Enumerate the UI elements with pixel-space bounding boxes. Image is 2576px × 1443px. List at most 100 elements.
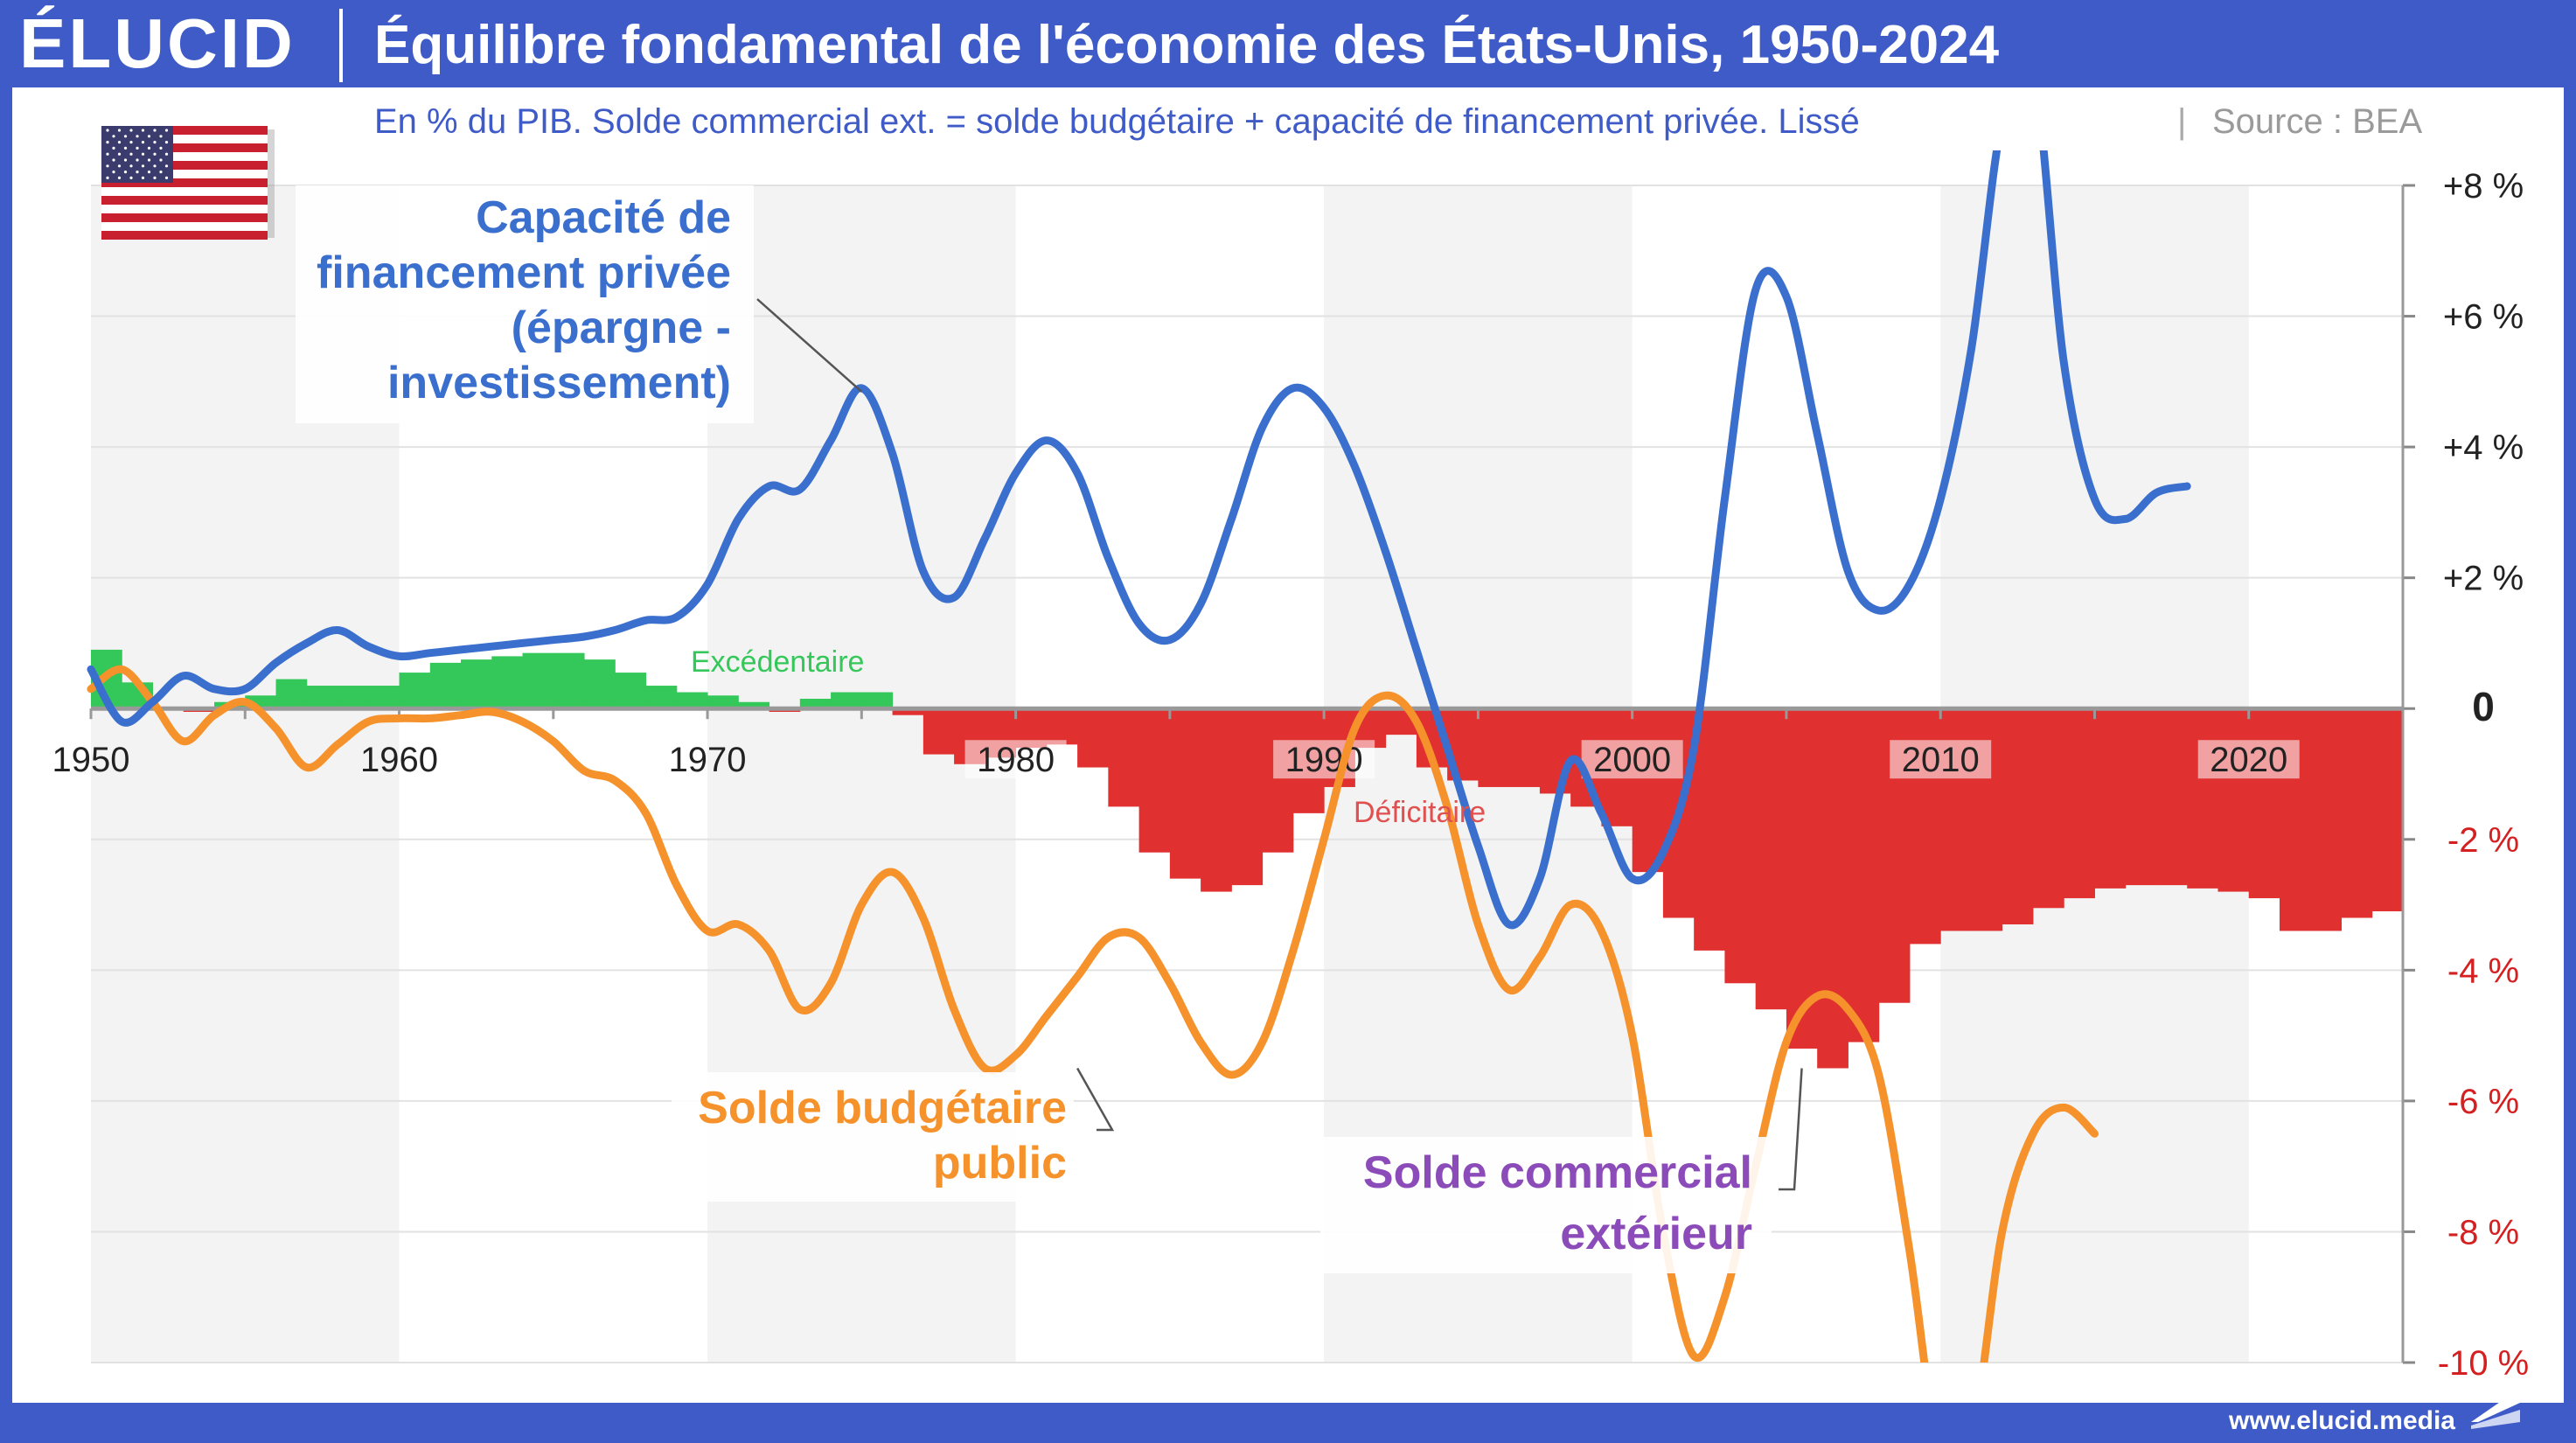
y-tick-label: +8 %: [2443, 167, 2524, 206]
budget-balance-line: [87, 665, 2099, 1363]
trade-bar: [922, 708, 955, 755]
trade-bar: [2187, 708, 2218, 889]
y-tick-label: -2 %: [2447, 821, 2519, 860]
label-backdrop: [1320, 1137, 1772, 1273]
y-tick-label: -8 %: [2447, 1213, 2519, 1251]
header-bar: ÉLUCID Équilibre fondamental de l'économ…: [0, 0, 2576, 87]
budget-balance-label: public: [933, 1138, 1067, 1189]
leader-line: [1779, 1068, 1803, 1191]
x-label-backdrop: [1273, 740, 1375, 779]
trade-bar: [1201, 708, 1232, 892]
axes: +8 % +6 % +4 % +2 % 0 -2 % -4 % -6 % -8 % -10 % 19…: [52, 167, 2530, 1383]
x-label-backdrop: [1890, 740, 1992, 779]
source-separator: |: [2177, 102, 2186, 141]
y-tick-label: -10 %: [2438, 1344, 2530, 1383]
trade-bar: [1755, 708, 1787, 1010]
trade-bar: [2248, 708, 2280, 899]
trade-bar: [2371, 708, 2404, 912]
y-tick-label: +2 %: [2443, 560, 2524, 598]
x-tick-label: 1970: [669, 741, 747, 779]
trade-bar: [707, 695, 739, 709]
us-flag-icon: [101, 126, 275, 240]
y-tick-label: -4 %: [2447, 952, 2519, 990]
trade-bar: [2064, 708, 2095, 899]
y-tick-label: 0: [2472, 684, 2495, 729]
elucid-logo: ÉLUCID: [19, 4, 296, 82]
trade-bar: [275, 679, 308, 709]
trade-bar: [338, 686, 369, 709]
x-tick-label: 1950: [52, 741, 130, 779]
trade-bar: [2310, 708, 2342, 931]
label-backdrop: [672, 1072, 1074, 1202]
trade-bar: [1786, 708, 1818, 1049]
private-financing-label: financement privée: [317, 247, 731, 298]
trade-bar: [1138, 708, 1171, 853]
budget-balance-label: Solde budgétaire: [698, 1083, 1067, 1133]
source-note: Source : BEA: [2212, 102, 2422, 141]
trade-bar: [831, 692, 862, 709]
trade-bar: [1077, 708, 1109, 768]
trade-bar: [2002, 708, 2034, 924]
trade-bar: [461, 659, 492, 709]
x-tick-label: 2000: [1593, 741, 1671, 779]
trade-bar: [399, 673, 431, 709]
y-tick-label: -6 %: [2447, 1083, 2519, 1121]
trade-bar: [615, 673, 647, 709]
trade-bar: [1262, 708, 1294, 853]
private-financing-line: [87, 150, 2191, 930]
trade-bar: [892, 708, 924, 715]
surplus-label: Excédentaire: [691, 645, 864, 679]
deficit-label: Déficitaire: [1354, 796, 1486, 829]
trade-bar: [1231, 708, 1264, 886]
label-backdrop: [296, 185, 754, 423]
leader-line: [756, 298, 863, 393]
trade-bar: [1848, 708, 1880, 1042]
trade-bar: [553, 652, 585, 709]
x-tick-label: 1980: [977, 741, 1055, 779]
trade-bar: [1694, 708, 1725, 951]
trade-bar: [2155, 708, 2188, 886]
trade-bar: [522, 652, 554, 709]
trade-bar: [2217, 708, 2250, 892]
trade-bar: [2125, 708, 2157, 886]
trade-bar: [584, 659, 616, 709]
trade-bar: [368, 686, 400, 709]
x-tick-label: 2010: [1902, 741, 1980, 779]
private-financing-label: investissement): [387, 358, 731, 408]
x-label-backdrop: [964, 740, 1067, 779]
elucid-mark-icon: [2471, 1391, 2520, 1429]
trade-bar: [2032, 708, 2064, 909]
chart-title: Équilibre fondamental de l'économie des …: [374, 15, 2000, 75]
trade-bar: [429, 662, 462, 709]
footer-url[interactable]: www.elucid.media: [2228, 1406, 2455, 1435]
trade-bar: [2341, 708, 2373, 918]
trade-bar: [1478, 708, 1510, 787]
annotations: Excédentaire Déficitaire Capacité definanc…: [296, 185, 1803, 1273]
trade-bar: [1724, 708, 1757, 984]
private-financing-label: (épargne -: [512, 303, 731, 353]
trade-bar: [645, 686, 678, 709]
trade-balance-label: Solde commercial: [1363, 1147, 1752, 1198]
trade-bar: [2094, 708, 2127, 889]
trade-bar: [861, 692, 894, 709]
header-separator: [339, 9, 343, 82]
chart-subtitle: En % du PIB. Solde commercial ext. = sol…: [374, 102, 1860, 141]
trade-balance-label: extérieur: [1560, 1209, 1752, 1259]
trade-bar: [1046, 708, 1078, 745]
y-tick-label: +6 %: [2443, 298, 2524, 337]
leader-line: [1076, 1067, 1115, 1132]
trade-bar: [1108, 708, 1140, 807]
private-financing-label: Capacité de: [476, 192, 731, 243]
trade-bar: [1508, 708, 1541, 787]
trade-bar: [491, 656, 524, 709]
trade-bar: [799, 699, 832, 709]
trade-balance-bars: [91, 649, 2404, 1069]
trade-bar: [1817, 708, 1848, 1069]
x-label-backdrop: [1581, 740, 1683, 779]
x-tick-label: 2020: [2210, 741, 2287, 779]
trade-bar: [1632, 708, 1664, 873]
series-lines: [87, 150, 2191, 1363]
trade-bar: [1169, 708, 1201, 879]
trade-bar: [306, 686, 338, 709]
